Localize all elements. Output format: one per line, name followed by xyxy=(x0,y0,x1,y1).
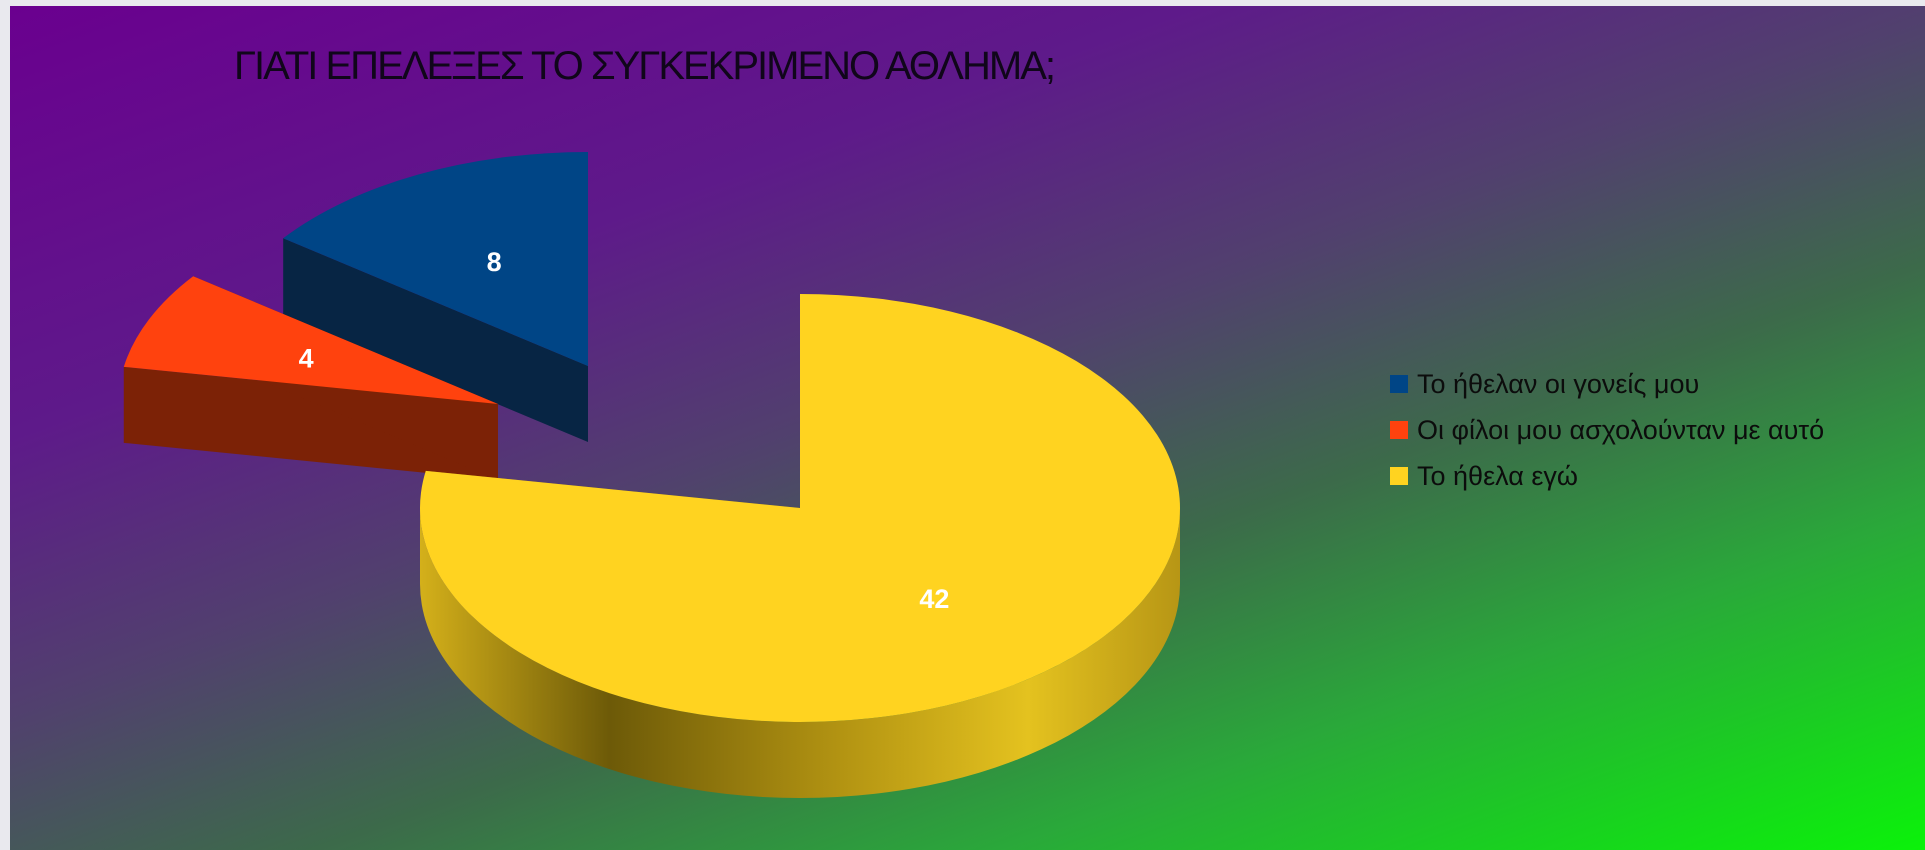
slice-myself-rim xyxy=(420,508,1180,798)
legend-item: Το ήθελαν οι γονείς μου xyxy=(1390,361,1824,407)
slice-friends xyxy=(123,276,499,480)
chart-area: ΓΙΑΤΙ ΕΠΕΛΕΞΕΣ ΤΟ ΣΥΓΚΕΚΡΙΜΕΝΟ ΑΘΛΗΜΑ; 8… xyxy=(10,6,1925,850)
slice-myself-top xyxy=(419,294,1180,722)
slice-friends-value-label: 4 xyxy=(299,343,314,373)
legend: Το ήθελαν οι γονείς μου Οι φίλοι μου ασχο… xyxy=(1390,361,1824,499)
legend-item: Οι φίλοι μου ασχολούνταν με αυτό xyxy=(1390,407,1824,453)
legend-item: Το ήθελα εγώ xyxy=(1390,453,1824,499)
slice-parents-wall-0 xyxy=(283,238,588,442)
legend-label: Το ήθελαν οι γονείς μου xyxy=(1417,368,1700,399)
slice-parents-top xyxy=(283,152,588,366)
legend-label: Το ήθελα εγώ xyxy=(1417,460,1578,491)
slice-friends-top xyxy=(123,276,498,404)
legend-swatch xyxy=(1390,467,1408,485)
slice-parents xyxy=(283,152,588,442)
pie-chart: 8 4 42 xyxy=(123,152,1180,798)
slice-myself xyxy=(419,294,1180,798)
slice-parents-value-label: 8 xyxy=(487,247,502,277)
legend-swatch xyxy=(1390,375,1408,393)
legend-label: Οι φίλοι μου ασχολούνταν με αυτό xyxy=(1417,414,1825,445)
slice-myself-value-label: 42 xyxy=(919,584,949,614)
legend-swatch xyxy=(1390,421,1408,439)
chart-title: ΓΙΑΤΙ ΕΠΕΛΕΞΕΣ ΤΟ ΣΥΓΚΕΚΡΙΜΕΝΟ ΑΘΛΗΜΑ; xyxy=(233,44,1056,88)
